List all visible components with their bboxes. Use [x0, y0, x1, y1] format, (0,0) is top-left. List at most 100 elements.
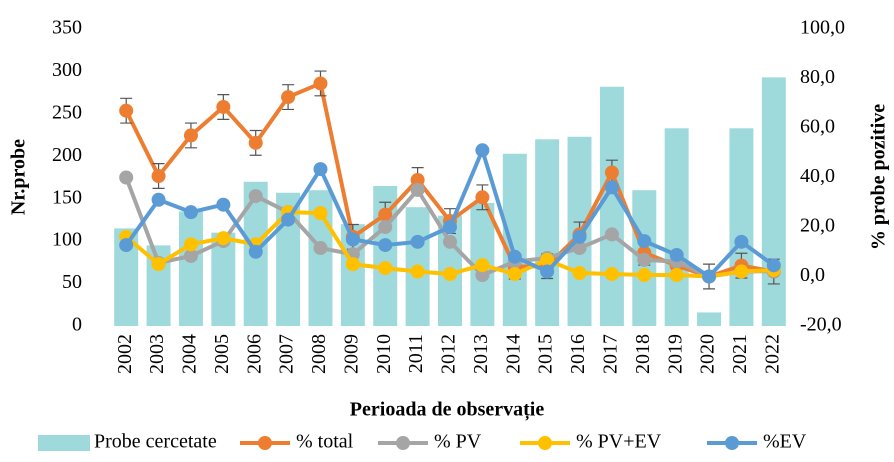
line-marker — [637, 252, 652, 267]
bar — [599, 86, 624, 327]
x-tick-label: 2016 — [567, 334, 589, 374]
line-marker — [702, 269, 717, 284]
line-marker — [216, 197, 231, 212]
line-marker — [443, 267, 457, 282]
line-marker — [475, 258, 490, 273]
legend-swatch — [38, 435, 90, 451]
y2-tick-label: 100,0 — [800, 17, 845, 39]
line-marker — [378, 238, 393, 253]
x-tick-label: 2013 — [470, 334, 492, 374]
y-tick-label: 350 — [52, 17, 82, 39]
line-marker — [637, 268, 652, 283]
x-tick-label: 2004 — [179, 334, 201, 374]
line-marker — [248, 135, 263, 150]
y2-tick-label: 60,0 — [800, 116, 835, 138]
legend-swatch — [725, 436, 739, 450]
legend-swatch — [538, 436, 552, 450]
x-axis-label: Perioada de observație — [350, 399, 545, 422]
y-tick-label: 200 — [52, 144, 82, 166]
line-marker — [183, 128, 198, 143]
line-marker — [410, 234, 425, 249]
x-tick-label: 2022 — [761, 334, 783, 374]
line-marker — [475, 268, 490, 283]
line-marker — [604, 267, 619, 282]
line-marker — [540, 252, 555, 267]
x-tick-label: 2003 — [146, 334, 168, 374]
legend-label: %EV — [763, 431, 807, 453]
x-tick-label: 2007 — [276, 334, 298, 374]
line-marker — [443, 234, 457, 249]
line-marker — [151, 192, 166, 207]
y2-tick-label: 80,0 — [800, 66, 835, 88]
x-tick-label: 2002 — [114, 334, 136, 374]
x-tick-label: 2021 — [729, 334, 751, 374]
y2-tick-label: 40,0 — [800, 165, 835, 187]
x-tick-label: 2012 — [438, 334, 460, 374]
line-marker — [604, 227, 619, 242]
line-marker — [410, 182, 425, 197]
line-marker — [281, 90, 296, 105]
line-marker — [637, 234, 652, 249]
line-marker — [475, 190, 490, 205]
y-tick-label: 0 — [72, 314, 82, 336]
legend-swatch — [258, 436, 272, 450]
y2-tick-label: 0,0 — [800, 264, 825, 286]
line-marker — [507, 249, 522, 264]
line-marker — [572, 266, 587, 281]
line-marker — [378, 207, 393, 222]
x-tick-label: 2015 — [535, 334, 557, 374]
bar — [178, 211, 203, 326]
y2-tick-label: 20,0 — [800, 215, 835, 237]
line-marker — [313, 241, 328, 256]
line-marker — [313, 206, 328, 221]
line-marker — [183, 237, 198, 252]
line-marker — [345, 257, 360, 272]
bar — [664, 128, 689, 326]
x-tick-label: 2014 — [502, 334, 524, 374]
x-tick-label: 2017 — [599, 334, 621, 374]
bar — [211, 232, 236, 326]
x-tick-label: 2020 — [697, 334, 719, 374]
line-marker — [313, 76, 328, 91]
line-marker — [410, 264, 425, 279]
line-marker — [572, 241, 587, 256]
legend-label: Probe cercetate — [94, 431, 217, 453]
y-tick-label: 100 — [52, 229, 82, 251]
line-marker — [378, 261, 393, 276]
line-marker — [281, 212, 296, 227]
bar — [502, 153, 527, 326]
bar — [697, 312, 722, 326]
line-marker — [216, 231, 231, 246]
line-marker — [313, 162, 328, 177]
line-marker — [475, 143, 490, 158]
y-tick-label: 50 — [62, 271, 82, 293]
line-marker — [669, 268, 684, 283]
line-marker — [345, 232, 360, 247]
x-tick-label: 2018 — [632, 334, 654, 374]
line-marker — [766, 258, 781, 273]
line-marker — [183, 248, 198, 263]
bar — [729, 128, 754, 326]
line-marker — [216, 99, 231, 114]
line-marker — [119, 170, 134, 185]
line-marker — [410, 172, 425, 187]
line-marker — [572, 229, 587, 244]
y-tick-label: 250 — [52, 101, 82, 123]
line-marker — [183, 205, 198, 220]
line-marker — [151, 257, 166, 272]
legend-label: % total — [296, 431, 354, 453]
line-marker — [507, 267, 522, 282]
y2-tick-label: -20,0 — [800, 314, 842, 336]
x-tick-label: 2011 — [405, 334, 427, 373]
y-axis-label: Nr.probe — [8, 139, 30, 215]
bar — [114, 228, 139, 326]
line-marker — [540, 264, 555, 279]
line-marker — [248, 189, 263, 204]
y2-axis-label: % probe pozitive — [868, 104, 890, 250]
line-marker — [248, 244, 263, 259]
line-marker — [604, 165, 619, 180]
legend-label: % PV+EV — [576, 431, 662, 453]
line-marker — [734, 264, 749, 279]
line-marker — [151, 169, 166, 184]
